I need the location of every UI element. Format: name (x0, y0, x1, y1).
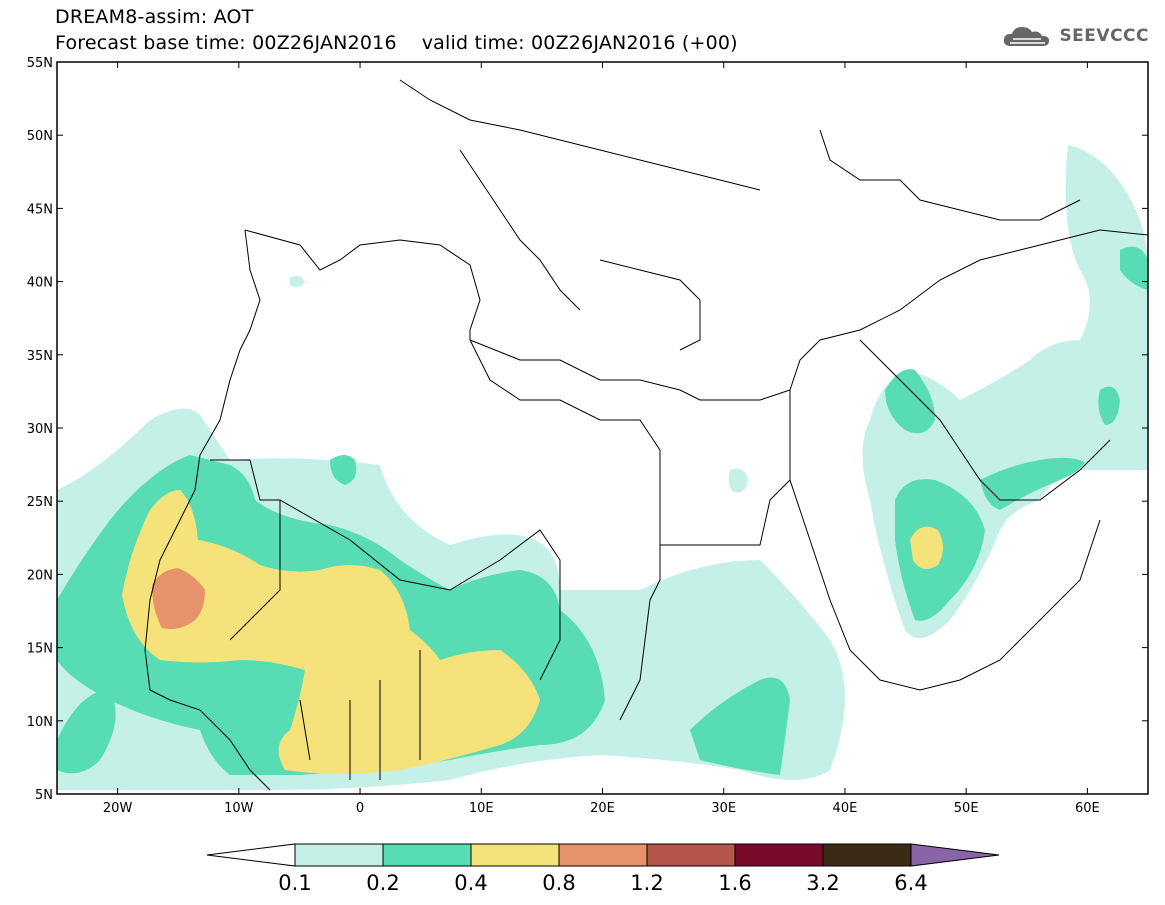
colorbar-label: 0.4 (454, 871, 487, 895)
lon-tick-label: 40E (833, 801, 858, 816)
colorbar-label: 0.2 (366, 871, 399, 895)
lat-tick-label: 25N (27, 495, 53, 510)
lat-tick-label: 35N (27, 349, 53, 364)
chart-title: DREAM8-assim: AOT (55, 6, 254, 28)
aot-contour-0.8 (152, 568, 205, 629)
logo-text: SEEVCCC (1059, 26, 1149, 46)
lat-tick-label: 20N (27, 568, 53, 583)
colorbar-segment (294, 843, 384, 867)
lat-axis: 55N 50N 45N 40N 35N 30N 25N 20N 15N 10N 5N (27, 56, 1148, 803)
colorbar-segment (382, 843, 472, 867)
colorbar-label: 0.8 (542, 871, 575, 895)
lat-tick-label: 10N (27, 715, 53, 730)
forecast-time-subtitle: Forecast base time: 00Z26JAN2016 valid t… (55, 32, 738, 54)
lon-tick-label: 0 (356, 801, 364, 816)
colorbar-under-arrow (206, 843, 296, 867)
lon-tick-label: 60E (1075, 801, 1100, 816)
colorbar-label: 0.1 (278, 871, 311, 895)
lat-tick-label: 55N (27, 56, 53, 71)
colorbar-segment (646, 843, 736, 867)
lon-tick-label: 30E (711, 801, 736, 816)
lon-tick-label: 50E (954, 801, 979, 816)
lon-tick-label: 20E (590, 801, 615, 816)
colorbar-over-arrow (910, 843, 1000, 867)
lon-tick-label: 10E (469, 801, 494, 816)
lon-tick-label: 10W (224, 801, 254, 816)
colorbar-label: 6.4 (894, 871, 927, 895)
lon-tick-label: 20W (103, 801, 133, 816)
lon-axis: 20W 10W 0 10E 20E 30E 40E 50E 60E (103, 62, 1100, 816)
lat-tick-label: 15N (27, 642, 53, 657)
aot-contour-0.4 (122, 490, 540, 774)
colorbar: 0.1 0.2 0.4 0.8 1.2 1.6 3.2 6.4 (206, 843, 1000, 895)
colorbar-label: 1.6 (718, 871, 751, 895)
colorbar-segment (558, 843, 648, 867)
logo: SEEVCCC (1001, 22, 1149, 50)
lat-tick-label: 50N (27, 129, 53, 144)
aot-shading (57, 145, 1148, 790)
lat-tick-label: 30N (27, 422, 53, 437)
colorbar-label: 1.2 (630, 871, 663, 895)
cloud-icon (1004, 27, 1050, 46)
lat-tick-label: 5N (35, 788, 53, 803)
lat-tick-label: 45N (27, 202, 53, 217)
lat-tick-label: 40N (27, 276, 53, 291)
colorbar-label: 3.2 (806, 871, 839, 895)
colorbar-segment (470, 843, 560, 867)
colorbar-segment (822, 843, 912, 867)
country-borders (144, 79, 1148, 791)
colorbar-segment (734, 843, 824, 867)
